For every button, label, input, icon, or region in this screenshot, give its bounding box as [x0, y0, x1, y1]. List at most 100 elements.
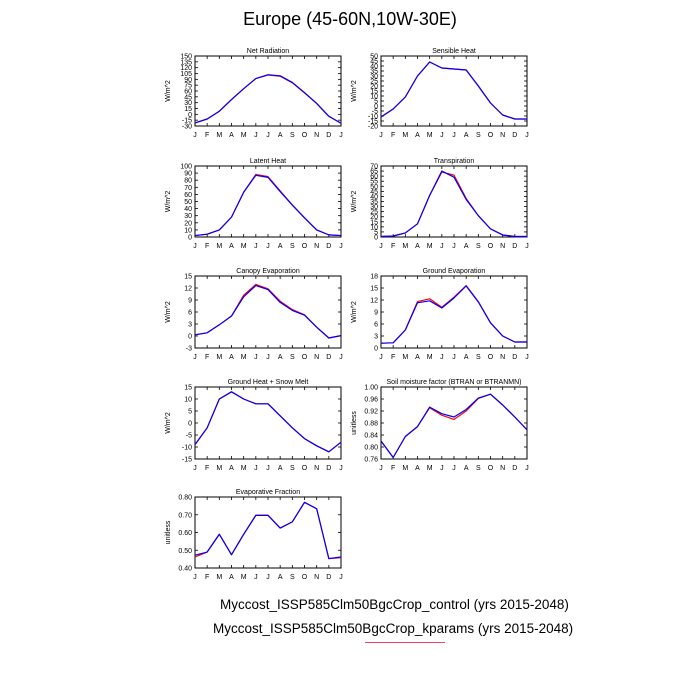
y-tick-label: 0	[188, 334, 192, 341]
y-tick-label: 60	[370, 174, 378, 181]
y-tick-label: 40	[184, 206, 192, 213]
y-tick-label: 15	[370, 219, 378, 226]
x-tick-label: J	[266, 465, 270, 472]
x-tick-label: M	[241, 465, 247, 472]
panel-title: Transpiration	[434, 158, 475, 165]
x-tick-label: J	[440, 243, 444, 250]
x-tick-label: D	[326, 243, 331, 250]
series-line-kparams	[194, 501, 342, 560]
x-tick-label: J	[193, 132, 197, 139]
x-tick-label: S	[476, 354, 481, 361]
x-tick-label: J	[193, 574, 197, 581]
y-tick-label: 20	[370, 84, 378, 91]
series-line-kparams	[380, 393, 528, 459]
x-tick-label: A	[415, 243, 420, 250]
x-tick-label: N	[500, 354, 505, 361]
y-tick-label: 5	[188, 409, 192, 416]
x-tick-label: F	[391, 354, 395, 361]
x-tick-label: O	[302, 132, 308, 139]
series-line-control	[380, 61, 527, 120]
y-tick-label: 9	[188, 298, 192, 305]
y-tick-label: -10	[182, 445, 192, 452]
y-tick-label: 45	[184, 94, 192, 101]
x-tick-label: D	[512, 243, 517, 250]
y-tick-label: 15	[184, 274, 192, 281]
panel-net-radiation: Net Radiation W/m^2 -30-150153045607590105…	[165, 48, 343, 139]
y-tick-label: 0.70	[178, 512, 192, 519]
panel-ground-heat-snow-melt: Ground Heat + Snow Melt W/m^2 -15 -10 -5 0 5 10…	[165, 379, 343, 472]
series-line-control	[380, 285, 527, 344]
x-tick-label: A	[278, 574, 283, 581]
y-tick-label: 20	[184, 220, 192, 227]
x-tick-label: O	[302, 354, 308, 361]
x-tick-label: F	[391, 132, 395, 139]
panel-title: Soil moisture factor (BTRAN or BTRANMN)	[387, 379, 522, 386]
panel-frame	[194, 496, 342, 569]
x-tick-label: A	[415, 465, 420, 472]
x-tick-label: M	[427, 465, 433, 472]
x-tick-label: A	[229, 132, 234, 139]
y-tick-label: 25	[370, 209, 378, 216]
x-tick-label: J	[525, 132, 529, 139]
panel-title: Latent Heat	[250, 158, 286, 165]
y-tick-label: 15	[370, 89, 378, 96]
y-tick-label: 5	[374, 99, 378, 106]
series-line-control	[380, 393, 528, 459]
y-tick-label: 50	[184, 199, 192, 206]
y-axis-label: unitless	[165, 520, 172, 544]
panel-title: Evaporative Fraction	[236, 489, 300, 496]
y-tick-label: 0.80	[364, 445, 378, 452]
x-tick-label: A	[278, 465, 283, 472]
x-tick-label: J	[525, 354, 529, 361]
x-tick-label: M	[402, 132, 408, 139]
x-tick-label: J	[339, 574, 343, 581]
x-tick-label: D	[512, 354, 517, 361]
x-tick-label: J	[339, 243, 343, 250]
x-tick-label: M	[427, 132, 433, 139]
panel-title: Ground Heat + Snow Melt	[228, 379, 309, 386]
x-tick-label: A	[464, 354, 469, 361]
y-tick-label: 6	[188, 310, 192, 317]
x-tick-label: J	[266, 574, 270, 581]
y-tick-label: 10	[184, 397, 192, 404]
series-line-control	[194, 285, 342, 339]
y-tick-label: 0	[188, 235, 192, 242]
y-tick-label: 3	[374, 334, 378, 341]
y-tick-label: 0	[374, 104, 378, 111]
y-tick-label: 10	[370, 224, 378, 231]
x-tick-label: M	[427, 243, 433, 250]
y-tick-label: 5	[374, 229, 378, 236]
x-tick-label: J	[452, 132, 456, 139]
x-tick-label: J	[525, 465, 529, 472]
y-tick-label: 0.96	[364, 397, 378, 404]
series-line-kparams	[380, 171, 527, 238]
y-tick-label: 10	[370, 94, 378, 101]
x-tick-label: S	[290, 465, 295, 472]
y-tick-label: 15	[184, 106, 192, 113]
y-axis-label: W/m^2	[351, 80, 358, 102]
panel-evaporative-fraction: Evaporative Fraction unitless 0.40 0.50 0.60…	[165, 489, 343, 581]
y-tick-label: 12	[184, 286, 192, 293]
x-tick-label: J	[339, 132, 343, 139]
y-tick-label: 30	[184, 213, 192, 220]
y-tick-label: 30	[184, 100, 192, 107]
x-tick-label: A	[464, 465, 469, 472]
x-tick-label: M	[402, 354, 408, 361]
x-tick-label: A	[415, 132, 420, 139]
x-tick-label: A	[278, 354, 283, 361]
x-tick-label: N	[500, 132, 505, 139]
y-tick-label: 35	[370, 199, 378, 206]
x-tick-label: J	[193, 243, 197, 250]
panel-soil-moisture-factor-btran-or-btranmn: Soil moisture factor (BTRAN or BTRANMN) u…	[351, 379, 529, 472]
y-tick-label: 60	[184, 192, 192, 199]
x-tick-label: M	[402, 465, 408, 472]
x-tick-label: A	[278, 132, 283, 139]
panel-frame	[194, 386, 342, 460]
x-tick-label: D	[326, 465, 331, 472]
x-tick-label: J	[379, 132, 383, 139]
y-tick-label: 3	[188, 322, 192, 329]
y-tick-label: 0.60	[178, 530, 192, 537]
y-tick-label: -15	[368, 119, 378, 126]
panel-title: Ground Evaporation	[423, 268, 486, 275]
x-tick-label: J	[339, 354, 343, 361]
